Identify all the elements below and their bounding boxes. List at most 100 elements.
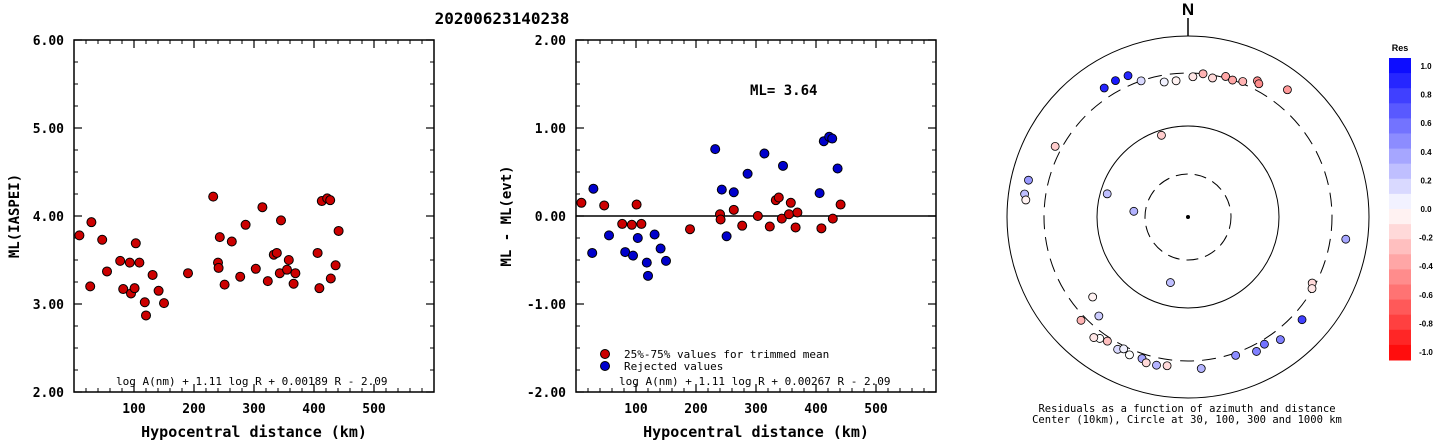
ml-residual-y-tick-label: 1.00 <box>535 122 566 137</box>
rejected-point <box>588 183 599 194</box>
ml-residual-x-tick-label: 200 <box>684 402 708 417</box>
ml-iaspei-panel: ML(IASPEI) Hypocentral distance (km) log… <box>7 34 435 441</box>
station-residual-point <box>1283 85 1292 95</box>
station-residual-point <box>1152 360 1161 370</box>
ml-iaspei-data-point <box>257 202 268 213</box>
rejected-point <box>721 231 732 242</box>
station-residual-point <box>1094 311 1104 321</box>
ml-iaspei-data-point <box>325 195 336 206</box>
trimmed-mean-point <box>792 207 803 218</box>
rejected-point <box>604 230 614 241</box>
station-residual-point <box>1102 336 1112 346</box>
ml-residual-y-tick-label: -1.00 <box>527 298 566 313</box>
colorbar-swatch <box>1389 269 1411 285</box>
ml-iaspei-data-point <box>208 191 219 202</box>
station-residual-point <box>1196 364 1206 373</box>
ml-iaspei-y-tick-label: 4.00 <box>33 210 64 225</box>
station-residual-point <box>1198 69 1208 79</box>
trimmed-mean-point <box>685 224 695 235</box>
station-residual-point <box>1171 76 1181 86</box>
rejected-point <box>827 133 838 144</box>
ml-iaspei-plot-frame <box>73 39 435 393</box>
trimmed-mean-point <box>737 220 748 231</box>
station-residual-point <box>1221 72 1231 81</box>
trimmed-mean-point <box>636 218 647 229</box>
colorbar-swatch <box>1389 193 1411 210</box>
colorbar-swatch <box>1389 284 1411 301</box>
colorbar-swatch <box>1389 209 1411 225</box>
station-residual-point <box>1024 175 1033 185</box>
trimmed-mean-point <box>776 213 787 224</box>
event-magnitude-annotation: ML= 3.64 <box>750 83 817 99</box>
colorbar-swatch <box>1389 103 1411 119</box>
rejected-point <box>587 247 598 258</box>
ml-iaspei-data-point <box>271 247 282 258</box>
station-residual-point <box>1119 344 1129 354</box>
ml-iaspei-y-tick-label: 2.00 <box>33 386 64 401</box>
station-residual-point <box>1238 77 1248 86</box>
station-residual-point <box>1088 292 1098 302</box>
trimmed-mean-point <box>835 199 846 210</box>
ml-iaspei-data-point <box>86 217 97 228</box>
ml-iaspei-data-point <box>129 283 140 294</box>
ml-iaspei-x-tick-label: 500 <box>362 402 386 417</box>
ml-iaspei-y-axis-label: ML(IASPEI) <box>7 174 23 258</box>
rejected-point <box>632 233 643 243</box>
colorbar-swatch <box>1389 254 1411 270</box>
colorbar-swatch <box>1389 329 1411 346</box>
ml-iaspei-data-point <box>276 215 286 226</box>
trimmed-mean-point <box>599 200 610 211</box>
colorbar-tick-label: -0.2 <box>1419 234 1433 243</box>
ml-residual-x-tick-label: 100 <box>624 402 648 417</box>
north-label: N <box>1182 0 1194 19</box>
ml-iaspei-data-point <box>288 278 299 289</box>
station-residual-point <box>1307 284 1317 293</box>
colorbar-tick-label: 1.0 <box>1420 62 1432 71</box>
ml-iaspei-x-axis-label: Hypocentral distance (km) <box>141 423 367 441</box>
station-residual-point <box>1076 315 1086 325</box>
rejected-point <box>643 270 653 281</box>
ml-iaspei-data-point <box>139 297 150 308</box>
station-residual-point <box>1162 361 1172 371</box>
colorbar-swatch <box>1389 73 1411 89</box>
colorbar-swatch <box>1389 118 1411 134</box>
ml-iaspei-x-tick-label: 100 <box>122 402 146 417</box>
rejected-point <box>742 168 753 179</box>
rejected-point <box>814 188 825 199</box>
trimmed-mean-point <box>827 213 838 224</box>
ring-300km <box>1043 72 1333 362</box>
rejected-point <box>728 187 739 198</box>
rejected-point <box>641 257 652 268</box>
epicenter-marker <box>1186 215 1190 219</box>
station-residual-point <box>1166 278 1175 287</box>
colorbar-swatch <box>1389 224 1411 240</box>
trimmed-mean-point <box>715 214 726 225</box>
ml-iaspei-data-point <box>118 284 129 295</box>
ml-iaspei-y-tick-label: 5.00 <box>33 122 64 137</box>
colorbar-swatch <box>1389 163 1411 180</box>
trimmed-mean-point <box>764 221 775 232</box>
colorbar-tick-label: 0.2 <box>1420 176 1432 185</box>
colorbar-tick-label: 0.0 <box>1420 205 1432 214</box>
ml-iaspei-data-point <box>130 238 141 249</box>
station-residual-point <box>1228 75 1237 85</box>
station-residual-point <box>1275 335 1285 345</box>
colorbar-swatch <box>1389 178 1411 195</box>
ml-residual-x-tick-label: 400 <box>804 402 828 417</box>
ml-iaspei-data-point <box>214 232 225 243</box>
colorbar-tick-label: -0.8 <box>1419 319 1433 328</box>
ml-iaspei-data-point <box>85 281 96 292</box>
rejected-point <box>759 148 770 159</box>
ml-residual-y-tick-label: -2.00 <box>527 386 566 401</box>
colorbar-tick-label: -1.0 <box>1419 348 1433 357</box>
ml-iaspei-x-tick-label: 400 <box>302 402 326 417</box>
trimmed-mean-point <box>626 219 637 230</box>
ml-iaspei-data-point <box>250 263 261 274</box>
trimmed-mean-point <box>728 204 739 215</box>
ml-iaspei-data-point <box>325 273 336 284</box>
ml-iaspei-data-point <box>283 255 294 265</box>
trimmed-mean-point <box>784 209 794 220</box>
rejected-point <box>710 144 721 155</box>
ml-iaspei-data-point <box>134 257 145 268</box>
figure-title: 20200623140238 <box>435 9 570 28</box>
